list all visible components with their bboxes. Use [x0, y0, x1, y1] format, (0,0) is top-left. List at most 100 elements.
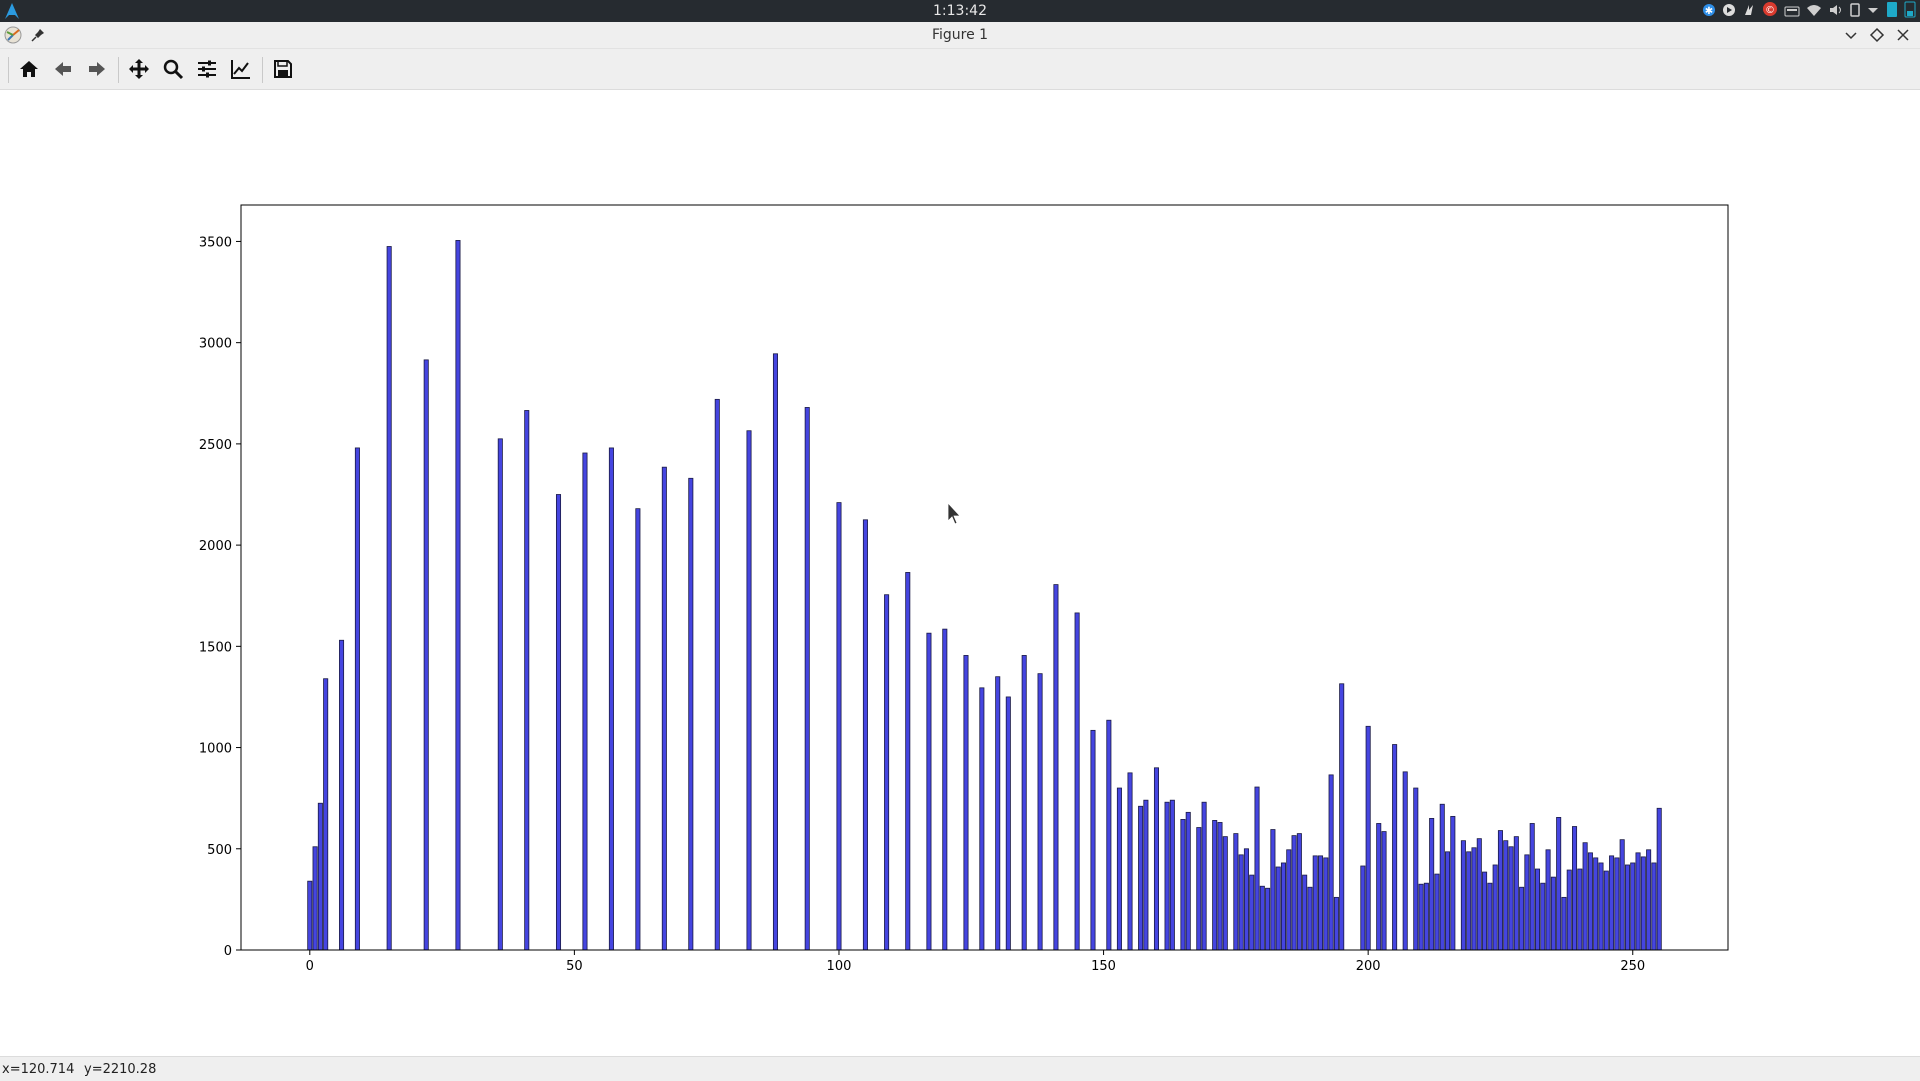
histogram-bar	[1280, 862, 1286, 951]
histogram-bar	[1503, 840, 1509, 951]
pin-icon[interactable]	[30, 27, 46, 43]
flameshot-icon[interactable]	[1742, 2, 1756, 21]
histogram-bar	[1646, 849, 1652, 951]
minimize-button[interactable]	[1842, 26, 1860, 44]
y-tick-label: 2500	[199, 438, 232, 453]
histogram-bar	[772, 353, 778, 951]
notification-badge-icon[interactable]: ©	[1762, 1, 1778, 21]
histogram-bar	[714, 398, 720, 951]
sliders-icon	[198, 60, 216, 78]
histogram-bar	[1249, 874, 1255, 951]
histogram-bar	[1614, 857, 1620, 951]
battery-icon[interactable]	[1886, 0, 1898, 22]
histogram-bar	[323, 678, 329, 951]
forward-button[interactable]	[82, 55, 112, 83]
histogram-bar	[1270, 829, 1276, 951]
pan-button[interactable]	[124, 55, 154, 83]
phone-icon[interactable]	[1850, 2, 1860, 21]
x-tick-label: 200	[1356, 959, 1381, 974]
histogram-bar	[1482, 871, 1488, 951]
clock[interactable]: 1:13:42	[933, 3, 987, 19]
zoom-button[interactable]	[158, 55, 188, 83]
histogram-bar	[1450, 815, 1456, 951]
histogram-bar	[1312, 855, 1318, 951]
histogram-bar	[312, 846, 318, 951]
histogram-bar	[1413, 787, 1419, 951]
histogram-bar	[1524, 854, 1530, 951]
histogram-bar	[354, 447, 360, 951]
histogram-bar	[963, 655, 969, 951]
dropdown-icon[interactable]	[1866, 2, 1880, 21]
close-button[interactable]	[1894, 26, 1912, 44]
navigation-toolbar	[0, 49, 1920, 90]
x-tick-label: 250	[1620, 959, 1645, 974]
histogram-bar	[905, 572, 911, 951]
histogram-bar	[608, 447, 614, 951]
toolbar-separator	[118, 57, 119, 83]
media-player-icon[interactable]	[1722, 2, 1736, 21]
figure-canvas[interactable]: 0 50 100 150 200 250 0 500 1000 1500 2000 2500 3000…	[0, 90, 1920, 1055]
y-tick-label: 3000	[199, 337, 232, 352]
histogram-bar	[661, 466, 667, 951]
histogram-bar	[1037, 673, 1043, 951]
histogram-bar	[1460, 840, 1466, 951]
histogram-bar	[455, 240, 461, 951]
histogram-bar	[1222, 836, 1228, 951]
window-controls	[1842, 26, 1912, 44]
histogram-bar	[1360, 865, 1366, 951]
histogram-bar	[1365, 725, 1371, 951]
histogram-bar	[1180, 819, 1186, 951]
histogram-bar	[1381, 831, 1387, 951]
y-axis-ticks: 0 500 1000 1500 2000 2500 3000 3500	[199, 235, 241, 959]
histogram-bar	[862, 519, 868, 951]
histogram-bar	[1328, 774, 1334, 951]
histogram-bar	[1513, 836, 1519, 951]
histogram-bar	[386, 246, 392, 951]
svg-text:✱: ✱	[1705, 6, 1713, 17]
histogram-bar	[1318, 855, 1324, 951]
histogram-bar	[1291, 835, 1297, 951]
histogram-bar	[1169, 799, 1175, 951]
customize-button[interactable]	[226, 55, 256, 83]
keyboard-icon[interactable]	[1784, 2, 1800, 21]
histogram-bar	[1418, 883, 1424, 951]
arch-logo-icon[interactable]	[4, 2, 20, 20]
svg-text:©: ©	[1765, 5, 1775, 16]
volume-icon[interactable]	[1828, 2, 1844, 21]
matplotlib-app-icon[interactable]	[4, 26, 22, 44]
histogram-chart[interactable]: 0 50 100 150 200 250 0 500 1000 1500 2000 2500 3000…	[0, 90, 1920, 1055]
histogram-bar	[1233, 833, 1239, 951]
bluetooth-icon[interactable]: ✱	[1702, 2, 1716, 21]
histogram-bar	[1635, 852, 1641, 951]
histogram-bar	[1519, 886, 1525, 951]
histogram-bar	[1550, 876, 1556, 951]
histogram-bar	[1598, 862, 1604, 951]
histogram-bar	[995, 676, 1001, 951]
histogram-bar	[423, 359, 429, 951]
histogram-bar	[1534, 868, 1541, 951]
arrow-left-icon	[55, 62, 71, 76]
histogram-bar	[1476, 838, 1482, 951]
window-title: Figure 1	[931, 27, 989, 43]
back-button[interactable]	[48, 55, 78, 83]
histogram-bar	[1466, 851, 1472, 951]
status-bar: x=120.714 y=2210.28	[0, 1056, 1920, 1081]
histogram-bar	[1582, 842, 1588, 951]
cursor-x-readout: x=120.714	[2, 1062, 75, 1077]
battery-icon-2[interactable]	[1904, 0, 1916, 22]
toolbar-separator	[8, 57, 9, 83]
histogram-bar	[1074, 612, 1080, 951]
bar-series	[307, 240, 1662, 951]
subplots-button[interactable]	[192, 55, 222, 83]
histogram-bar	[339, 639, 345, 951]
home-button[interactable]	[14, 55, 44, 83]
wifi-icon[interactable]	[1806, 2, 1822, 21]
save-button[interactable]	[268, 55, 298, 83]
maximize-button[interactable]	[1868, 26, 1886, 44]
histogram-bar	[1265, 887, 1271, 951]
histogram-bar	[1603, 870, 1609, 951]
y-tick-label: 500	[207, 843, 232, 858]
histogram-bar	[1005, 696, 1011, 951]
histogram-bar	[1577, 868, 1583, 951]
histogram-bar	[1275, 866, 1281, 951]
